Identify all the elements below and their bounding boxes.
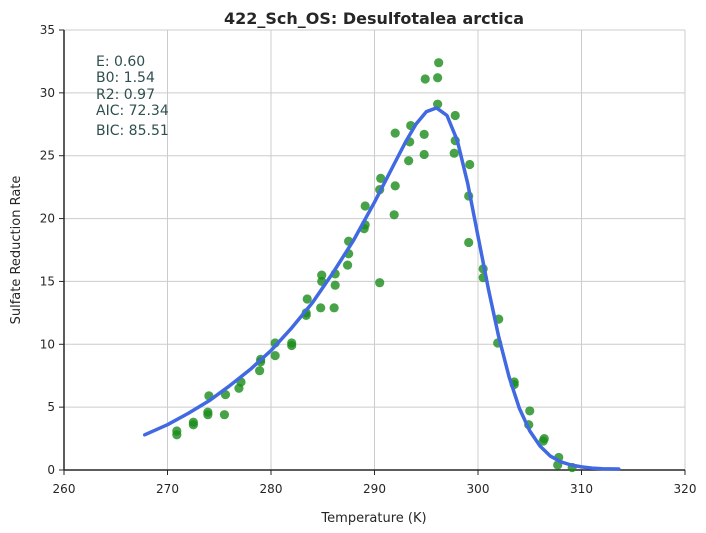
- y-tick-label: 30: [40, 86, 55, 100]
- data-point: [419, 149, 429, 160]
- data-point: [188, 417, 198, 427]
- fit-curve: [142, 106, 621, 471]
- stat-r2: R2: 0.97: [96, 87, 155, 103]
- x-tick-label: 280: [260, 482, 283, 496]
- data-point: [316, 303, 326, 313]
- data-point: [404, 156, 414, 166]
- y-tick-label: 5: [47, 400, 55, 414]
- stat-e: E: 0.60: [96, 54, 145, 70]
- x-axis-label: Temperature (K): [320, 511, 426, 526]
- data-point: [255, 366, 265, 376]
- stat-aic: AIC: 72.34: [96, 103, 169, 119]
- data-point: [420, 74, 430, 84]
- x-tick-label: 260: [53, 482, 76, 496]
- data-point: [390, 128, 400, 138]
- data-point: [375, 278, 385, 288]
- data-point: [525, 406, 535, 416]
- data-point: [419, 129, 429, 139]
- data-point: [433, 73, 443, 83]
- data-point: [539, 433, 549, 444]
- y-tick-label: 15: [40, 274, 55, 288]
- x-tick-label: 310: [570, 482, 593, 496]
- fit-line: [142, 106, 621, 471]
- data-point: [376, 173, 386, 183]
- data-point: [390, 181, 400, 191]
- data-point: [203, 407, 213, 417]
- x-tick-label: 300: [467, 482, 490, 496]
- data-point: [464, 237, 474, 248]
- fit-statistics: E: 0.60 B0: 1.54 R2: 0.97 AIC: 72.34 BIC…: [96, 54, 169, 139]
- data-point: [360, 201, 370, 211]
- data-point: [389, 210, 399, 220]
- stat-b0: B0: 1.54: [96, 70, 155, 86]
- axes: [59, 29, 686, 475]
- x-tick-label: 320: [674, 482, 697, 496]
- data-point: [330, 280, 340, 290]
- y-tick-label: 0: [47, 463, 55, 477]
- data-point: [450, 110, 460, 121]
- y-tick-label: 10: [40, 337, 55, 351]
- data-point: [302, 294, 312, 304]
- data-point: [219, 410, 230, 420]
- data-point: [342, 260, 353, 270]
- chart-title: 422_Sch_OS: Desulfotalea arctica: [224, 9, 524, 28]
- y-axis-label: Sulfate Reduction Rate: [9, 176, 24, 325]
- data-point: [465, 159, 475, 170]
- data-point: [270, 351, 280, 361]
- x-tick-label: 290: [363, 482, 386, 496]
- data-point: [434, 58, 444, 68]
- stat-bic: BIC: 85.51: [96, 123, 169, 139]
- data-point: [433, 99, 443, 109]
- data-point: [317, 270, 327, 280]
- tick-labels: 260 270 280 290 300 310 320 0 5 10 15 20 25 30 35: [40, 23, 697, 496]
- data-point: [449, 148, 459, 158]
- data-point: [329, 303, 339, 313]
- data-point: [287, 338, 297, 348]
- y-tick-label: 25: [40, 149, 55, 163]
- y-tick-label: 20: [40, 212, 55, 226]
- y-tick-label: 35: [40, 23, 55, 37]
- data-point: [172, 426, 182, 436]
- x-tick-label: 270: [156, 482, 179, 496]
